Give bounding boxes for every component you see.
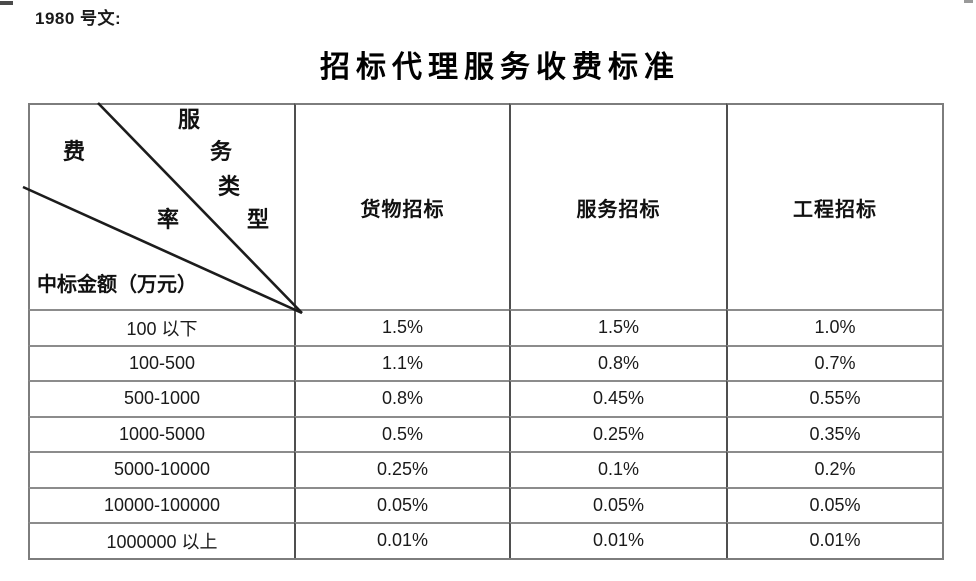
corner-diagonal-area: 服 务 类 型 费 率 中标金额（万元） [22, 102, 303, 315]
table-row: 10000-100000 0.05% 0.05% 0.05% [28, 486, 942, 522]
rate-cell: 1.1% [294, 344, 509, 380]
rate-cell: 0.01% [726, 522, 942, 558]
rate-cell: 1.0% [726, 309, 942, 345]
amount-range-cell: 100-500 [28, 344, 294, 380]
diagonal-divider-lines [22, 102, 303, 315]
corner-label-service-type-char: 类 [218, 174, 241, 199]
screen-edge-artifact-right [964, 0, 973, 3]
column-header-works-bidding: 工程招标 [726, 103, 942, 309]
rate-cell: 0.05% [294, 486, 509, 522]
rate-cell: 0.8% [509, 344, 726, 380]
rate-cell: 0.7% [726, 344, 942, 380]
corner-label-service-type-char: 务 [210, 139, 233, 164]
table-row: 100 以下 1.5% 1.5% 1.0% [28, 309, 942, 345]
rate-cell: 0.1% [509, 451, 726, 487]
rate-cell: 0.05% [509, 486, 726, 522]
table-row: 100-500 1.1% 0.8% 0.7% [28, 344, 942, 380]
table-corner-cell: 服 务 类 型 费 率 中标金额（万元） [22, 102, 303, 315]
column-header-goods-bidding: 货物招标 [294, 103, 509, 309]
corner-label-bid-amount: 中标金额（万元） [37, 274, 197, 296]
rate-cell: 0.25% [294, 451, 509, 487]
amount-range-cell: 5000-10000 [28, 451, 294, 487]
amount-range-cell: 10000-100000 [28, 486, 294, 522]
rate-cell: 1.5% [509, 309, 726, 345]
corner-label-service-type-char: 型 [247, 207, 270, 232]
table-header-row: 服 务 类 型 费 率 中标金额（万元） 货物招标 服务招标 工程招标 [22, 102, 942, 315]
rate-cell: 0.8% [294, 380, 509, 416]
corner-label-fee-rate-char: 率 [157, 207, 180, 232]
rate-cell: 0.01% [294, 522, 509, 558]
page-title: 招标代理服务收费标准 [320, 51, 680, 84]
amount-range-cell: 500-1000 [28, 380, 294, 416]
rate-cell: 0.55% [726, 380, 942, 416]
rate-cell: 0.2% [726, 451, 942, 487]
rate-cell: 0.35% [726, 415, 942, 451]
amount-range-cell: 1000000 以上 [28, 522, 294, 558]
rate-cell: 0.01% [509, 522, 726, 558]
table-row: 1000000 以上 0.01% 0.01% 0.01% [28, 522, 942, 558]
doc-ref: 1980 号文: [35, 9, 122, 28]
fee-table: 服 务 类 型 费 率 中标金额（万元） 货物招标 服务招标 工程招标 100 … [22, 102, 944, 560]
rate-cell: 0.05% [726, 486, 942, 522]
rate-cell: 1.5% [294, 309, 509, 345]
table-row: 500-1000 0.8% 0.45% 0.55% [28, 380, 942, 416]
table-row: 5000-10000 0.25% 0.1% 0.2% [28, 451, 942, 487]
screen-edge-artifact-left [0, 1, 13, 5]
rate-cell: 0.25% [509, 415, 726, 451]
rate-cell: 0.5% [294, 415, 509, 451]
rate-cell: 0.45% [509, 380, 726, 416]
corner-label-service-type-char: 服 [178, 107, 201, 132]
table-row: 1000-5000 0.5% 0.25% 0.35% [28, 415, 942, 451]
column-header-service-bidding: 服务招标 [509, 103, 726, 309]
amount-range-cell: 100 以下 [28, 309, 294, 345]
corner-label-fee-rate-char: 费 [63, 139, 86, 164]
amount-range-cell: 1000-5000 [28, 415, 294, 451]
